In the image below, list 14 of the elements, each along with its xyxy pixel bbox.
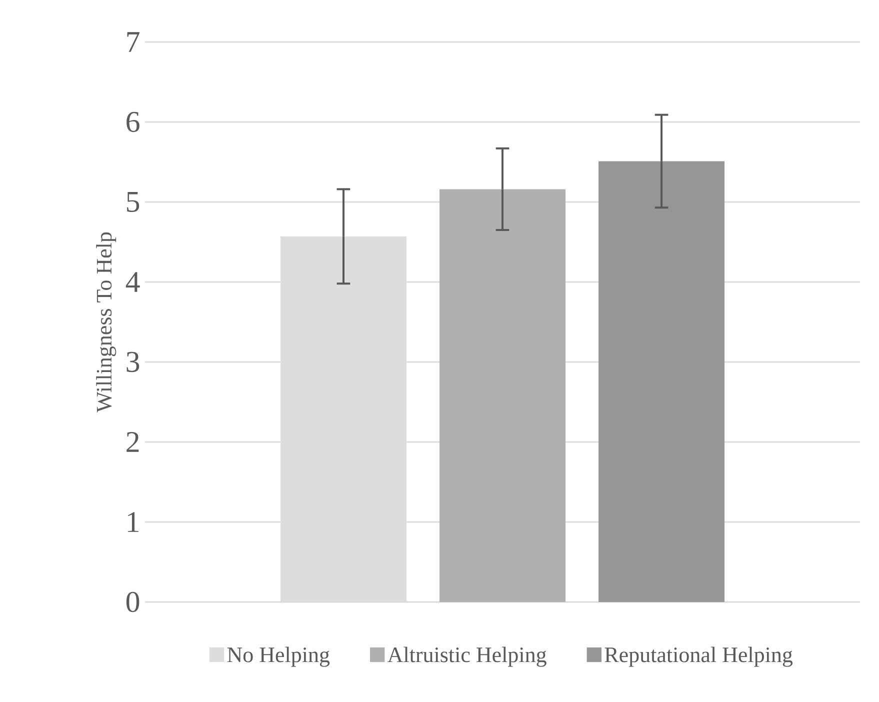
legend-label: Altruistic Helping [388, 646, 546, 667]
legend-label: No Helping [227, 646, 330, 667]
y-tick-label: 7 [127, 32, 140, 52]
y-tick-label: 1 [128, 512, 138, 532]
y-tick-label: 3 [126, 352, 140, 372]
bar [598, 161, 725, 602]
y-tick-label: 6 [126, 112, 140, 132]
y-tick-label: 5 [127, 192, 140, 212]
y-tick-label: 4 [126, 272, 140, 292]
y-tick-label: 2 [126, 432, 139, 452]
bar [440, 189, 566, 602]
y-axis-title: Willingness To Help [96, 232, 116, 412]
y-tick-label: 0 [126, 592, 140, 612]
legend-label: Reputational Helping [604, 646, 793, 667]
